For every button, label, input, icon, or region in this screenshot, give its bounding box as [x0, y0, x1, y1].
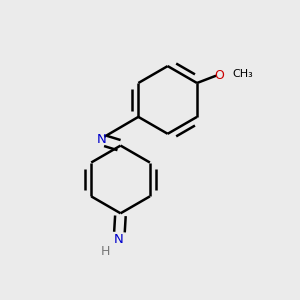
Text: N: N — [114, 233, 124, 246]
Text: CH₃: CH₃ — [232, 69, 253, 79]
Text: H: H — [101, 245, 110, 258]
Text: O: O — [215, 69, 225, 82]
Text: N: N — [97, 133, 106, 146]
